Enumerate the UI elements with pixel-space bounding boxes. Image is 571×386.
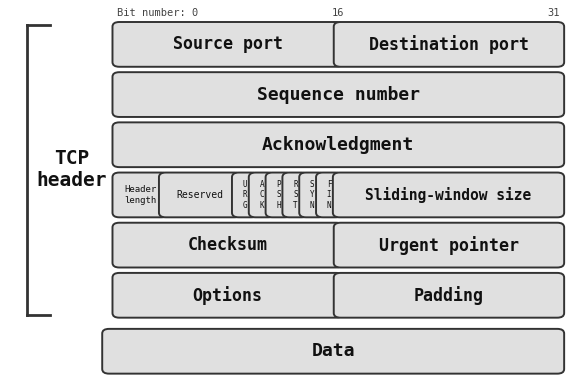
Text: Bit number: 0: Bit number: 0: [117, 8, 198, 18]
Text: Destination port: Destination port: [369, 35, 529, 54]
Text: Source port: Source port: [172, 36, 283, 53]
FancyBboxPatch shape: [249, 173, 275, 217]
FancyBboxPatch shape: [333, 273, 564, 318]
Text: TCP
header: TCP header: [36, 149, 107, 190]
Text: Acknowledgment: Acknowledgment: [262, 136, 415, 154]
Text: 16: 16: [332, 8, 344, 18]
FancyBboxPatch shape: [333, 223, 564, 267]
Text: Data: Data: [311, 342, 355, 360]
FancyBboxPatch shape: [232, 173, 258, 217]
FancyBboxPatch shape: [283, 173, 308, 217]
Text: Sequence number: Sequence number: [257, 86, 420, 103]
Text: A
C
K: A C K: [259, 180, 264, 210]
Text: Urgent pointer: Urgent pointer: [379, 235, 519, 255]
FancyBboxPatch shape: [112, 22, 343, 67]
Text: Reserved: Reserved: [176, 190, 223, 200]
FancyBboxPatch shape: [299, 173, 325, 217]
Text: Header
length: Header length: [124, 185, 156, 205]
Text: S
Y
N: S Y N: [310, 180, 315, 210]
Text: P
S
H: P S H: [276, 180, 281, 210]
FancyBboxPatch shape: [112, 122, 564, 167]
FancyBboxPatch shape: [333, 173, 564, 217]
Text: Options: Options: [192, 286, 263, 305]
FancyBboxPatch shape: [316, 173, 342, 217]
FancyBboxPatch shape: [333, 22, 564, 67]
Text: Sliding-window size: Sliding-window size: [365, 187, 532, 203]
Text: Checksum: Checksum: [188, 236, 268, 254]
FancyBboxPatch shape: [266, 173, 292, 217]
FancyBboxPatch shape: [112, 273, 343, 318]
Text: Padding: Padding: [414, 286, 484, 305]
FancyBboxPatch shape: [112, 223, 343, 267]
FancyBboxPatch shape: [102, 329, 564, 374]
Text: U
R
G: U R G: [243, 180, 247, 210]
FancyBboxPatch shape: [159, 173, 241, 217]
Text: 31: 31: [547, 8, 560, 18]
Text: R
S
T: R S T: [293, 180, 297, 210]
FancyBboxPatch shape: [112, 72, 564, 117]
FancyBboxPatch shape: [112, 173, 168, 217]
Text: F
I
N: F I N: [327, 180, 331, 210]
